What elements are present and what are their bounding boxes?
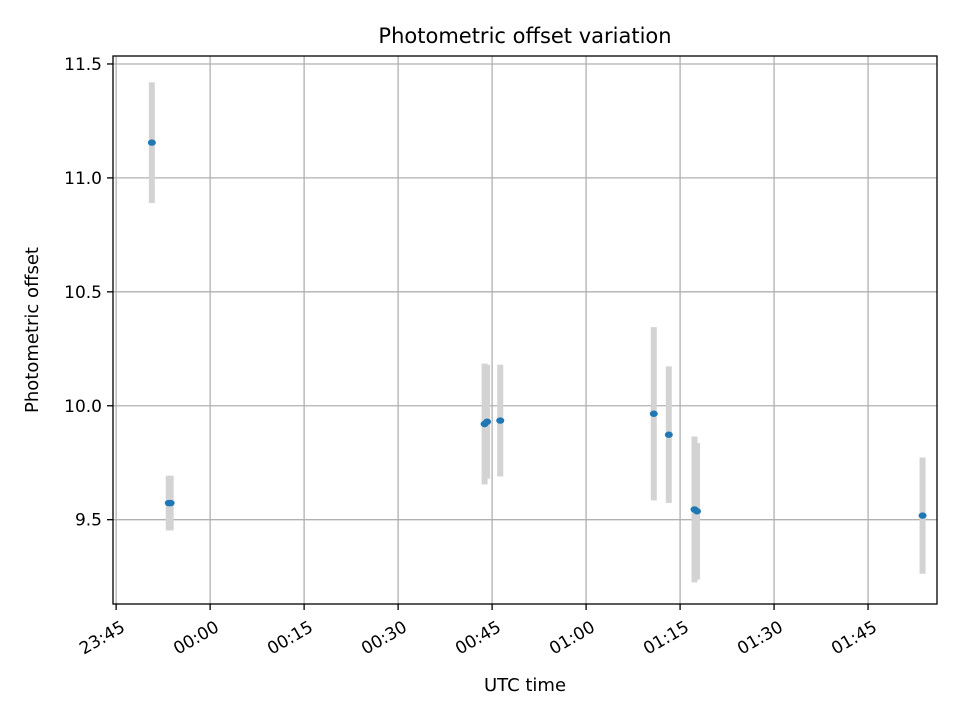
data-point [483, 418, 492, 425]
data-points [147, 139, 927, 519]
data-point [166, 499, 175, 507]
plot-frame [112, 55, 938, 605]
data-point [693, 508, 702, 515]
data-point [649, 410, 658, 417]
y-tick-label: 11.5 [64, 55, 102, 75]
x-axis-title: UTC time [484, 675, 566, 696]
y-axis-title: Photometric offset [22, 247, 43, 413]
chart-title: Photometric offset variation [378, 24, 671, 48]
y-tick-label: 10.5 [64, 283, 102, 303]
y-tick-label: 10.0 [64, 397, 102, 417]
y-tick-label: 11.0 [64, 169, 102, 189]
grid-lines [113, 56, 937, 604]
data-point [918, 512, 927, 519]
data-point [147, 139, 156, 146]
data-point [496, 417, 505, 424]
plot-area [113, 56, 937, 604]
data-point [664, 431, 673, 438]
y-tick-label: 9.5 [75, 511, 102, 531]
y-axis: 9.5 10.0 10.5 11.0 11.5 [64, 55, 113, 531]
